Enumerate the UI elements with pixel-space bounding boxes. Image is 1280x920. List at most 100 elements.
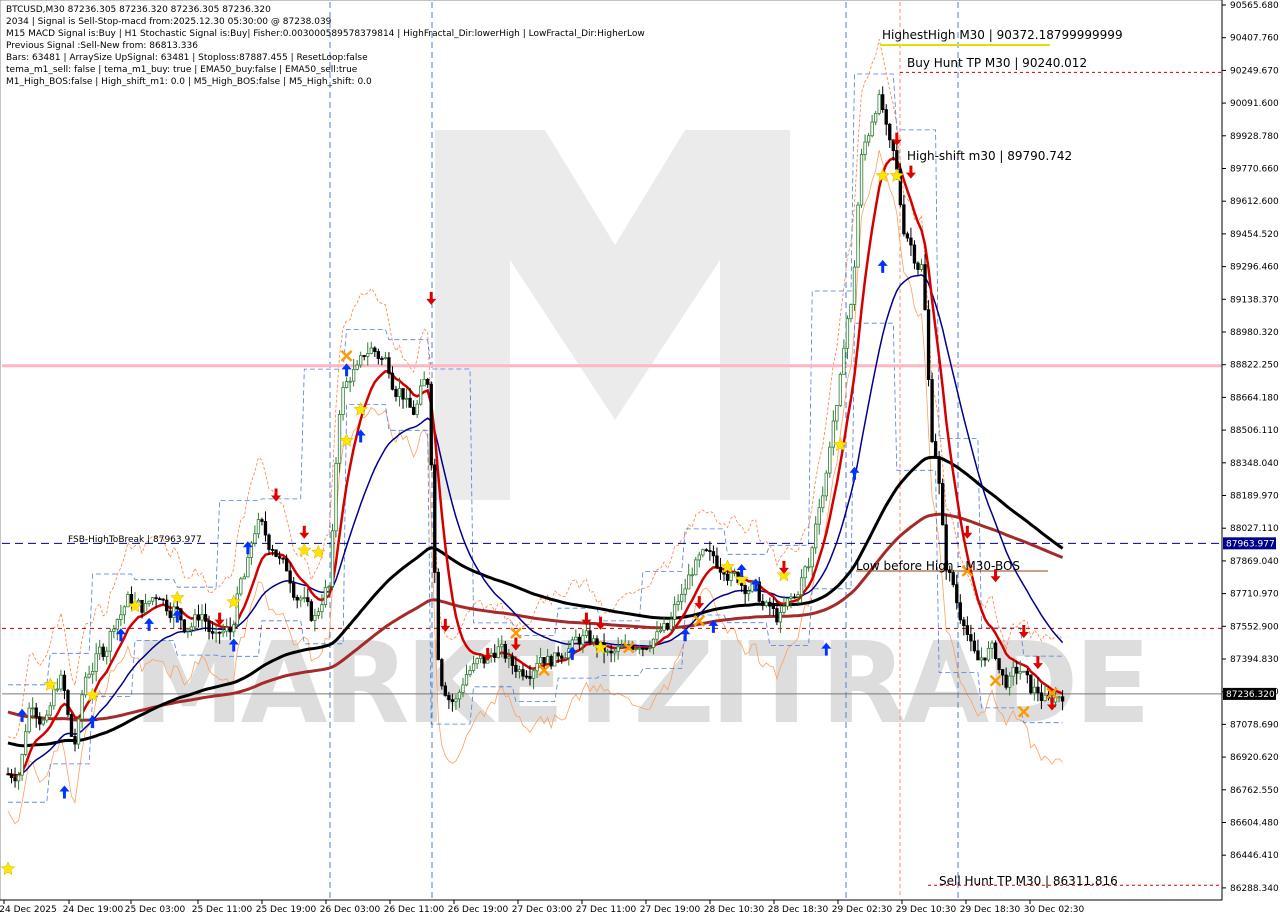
star-signal-icon xyxy=(833,437,848,452)
x-signal-icon xyxy=(1046,687,1058,700)
bull-candle xyxy=(136,599,141,603)
buy-arrow-icon xyxy=(567,646,578,660)
bear-candle xyxy=(13,777,17,782)
bear-candle xyxy=(711,551,716,557)
bull-candle xyxy=(637,647,642,650)
bear-candle xyxy=(775,608,779,623)
bull-candle xyxy=(41,719,45,725)
bull-candle xyxy=(330,530,335,587)
bull-candle xyxy=(669,619,673,630)
bull-candle xyxy=(98,646,102,655)
buy-arrow-icon xyxy=(821,642,832,656)
bear-candle xyxy=(182,619,187,632)
buy-arrow-icon xyxy=(172,609,183,623)
bear-candle xyxy=(493,652,497,658)
bull-candle xyxy=(845,318,850,349)
bull-candle xyxy=(478,655,483,659)
bull-candle xyxy=(782,605,786,613)
plot-frame xyxy=(0,0,1223,901)
bull-candle xyxy=(299,597,303,601)
bear-candle xyxy=(997,658,1001,670)
x-signal-icon xyxy=(989,674,1002,687)
buy-arrow-icon xyxy=(115,628,126,642)
bull-candle xyxy=(1008,675,1012,688)
high-shift-label: High-shift m30 | 89790.742 xyxy=(907,149,1073,163)
bull-candle xyxy=(189,626,194,631)
bear-candle xyxy=(288,570,292,584)
buy-arrow-icon xyxy=(680,628,691,642)
bear-candle xyxy=(161,598,165,601)
x-signal-icon xyxy=(510,627,522,640)
bull-candle xyxy=(531,670,536,679)
bull-candle xyxy=(584,630,589,636)
star-signal-icon xyxy=(311,544,326,559)
price-tags: 87236.320 87963.977 xyxy=(1223,537,1276,700)
bear-candle xyxy=(175,606,179,610)
bull-candle xyxy=(612,650,617,654)
sell-arrow-icon xyxy=(482,647,493,661)
current-price-tag-text: 87236.320 xyxy=(1226,690,1275,700)
bull-candle xyxy=(750,581,754,592)
bear-candle xyxy=(722,571,726,575)
bear-candle xyxy=(757,581,761,602)
x-signal-icon xyxy=(1017,705,1030,718)
bear-candle xyxy=(1060,696,1065,702)
bull-candle xyxy=(48,705,52,716)
price-axis-label: 88189.970 xyxy=(1230,492,1279,502)
bull-candle xyxy=(687,574,691,590)
bear-candle xyxy=(387,357,391,374)
bull-candle xyxy=(242,576,246,580)
bear-candle xyxy=(207,620,211,632)
bull-candle xyxy=(979,657,984,661)
bear-candle xyxy=(140,599,144,613)
bear-candle xyxy=(644,647,649,650)
bear-candle xyxy=(408,397,412,408)
bull-candle xyxy=(302,597,306,600)
bull-candle xyxy=(697,554,701,561)
star-signal-icon xyxy=(776,567,792,582)
bull-candle xyxy=(341,387,345,415)
sell-arrow-icon xyxy=(510,637,521,651)
sell-arrow-icon xyxy=(440,618,451,632)
bear-candle xyxy=(1039,692,1044,702)
bear-candle xyxy=(362,355,366,357)
x-signal-icon xyxy=(693,614,706,627)
buy-arrow-icon xyxy=(355,429,366,443)
bear-candle xyxy=(888,123,892,141)
highest-high-label: HighestHigh M30 | 90372.18799999999 xyxy=(882,28,1123,42)
sell-arrow-icon xyxy=(299,525,310,539)
sell-arrow-icon xyxy=(595,616,606,630)
bull-candle xyxy=(789,596,793,599)
fractal-upper-channel xyxy=(8,73,1063,686)
time-axis-label: 25 Dec 03:00 xyxy=(125,905,186,915)
time-axis-label: 27 Dec 03:00 xyxy=(512,905,573,915)
bull-candle xyxy=(256,519,261,535)
bull-candle xyxy=(313,615,317,621)
fsb-label: FSB-HighToBreak | 87963.977 xyxy=(68,535,202,545)
bull-candle xyxy=(658,629,663,633)
bull-candle xyxy=(838,373,843,406)
bull-candle xyxy=(457,691,462,700)
sell-hunt-label: Sell Hunt TP M30 | 86311.816 xyxy=(939,874,1118,888)
bull-candle xyxy=(108,631,112,652)
bull-candle xyxy=(316,611,321,616)
sell-arrow-icon xyxy=(214,612,225,626)
fractal-lower-channel xyxy=(8,322,1063,803)
bull-candle xyxy=(605,650,610,653)
bull-candle xyxy=(651,638,656,648)
bear-candle xyxy=(972,640,977,652)
bear-candle xyxy=(503,643,507,659)
buy-arrow-icon xyxy=(849,466,860,480)
star-signal-icon xyxy=(889,168,905,183)
bear-candle xyxy=(376,351,381,359)
bull-candle xyxy=(147,600,151,604)
bear-candle xyxy=(101,646,105,657)
bear-candle xyxy=(951,572,955,586)
bear-candle xyxy=(433,464,437,573)
bear-candle xyxy=(429,383,433,466)
bear-candle xyxy=(665,622,670,630)
bull-candle xyxy=(538,656,543,664)
buy-arrow-icon xyxy=(877,259,888,273)
bull-candle xyxy=(672,604,677,620)
